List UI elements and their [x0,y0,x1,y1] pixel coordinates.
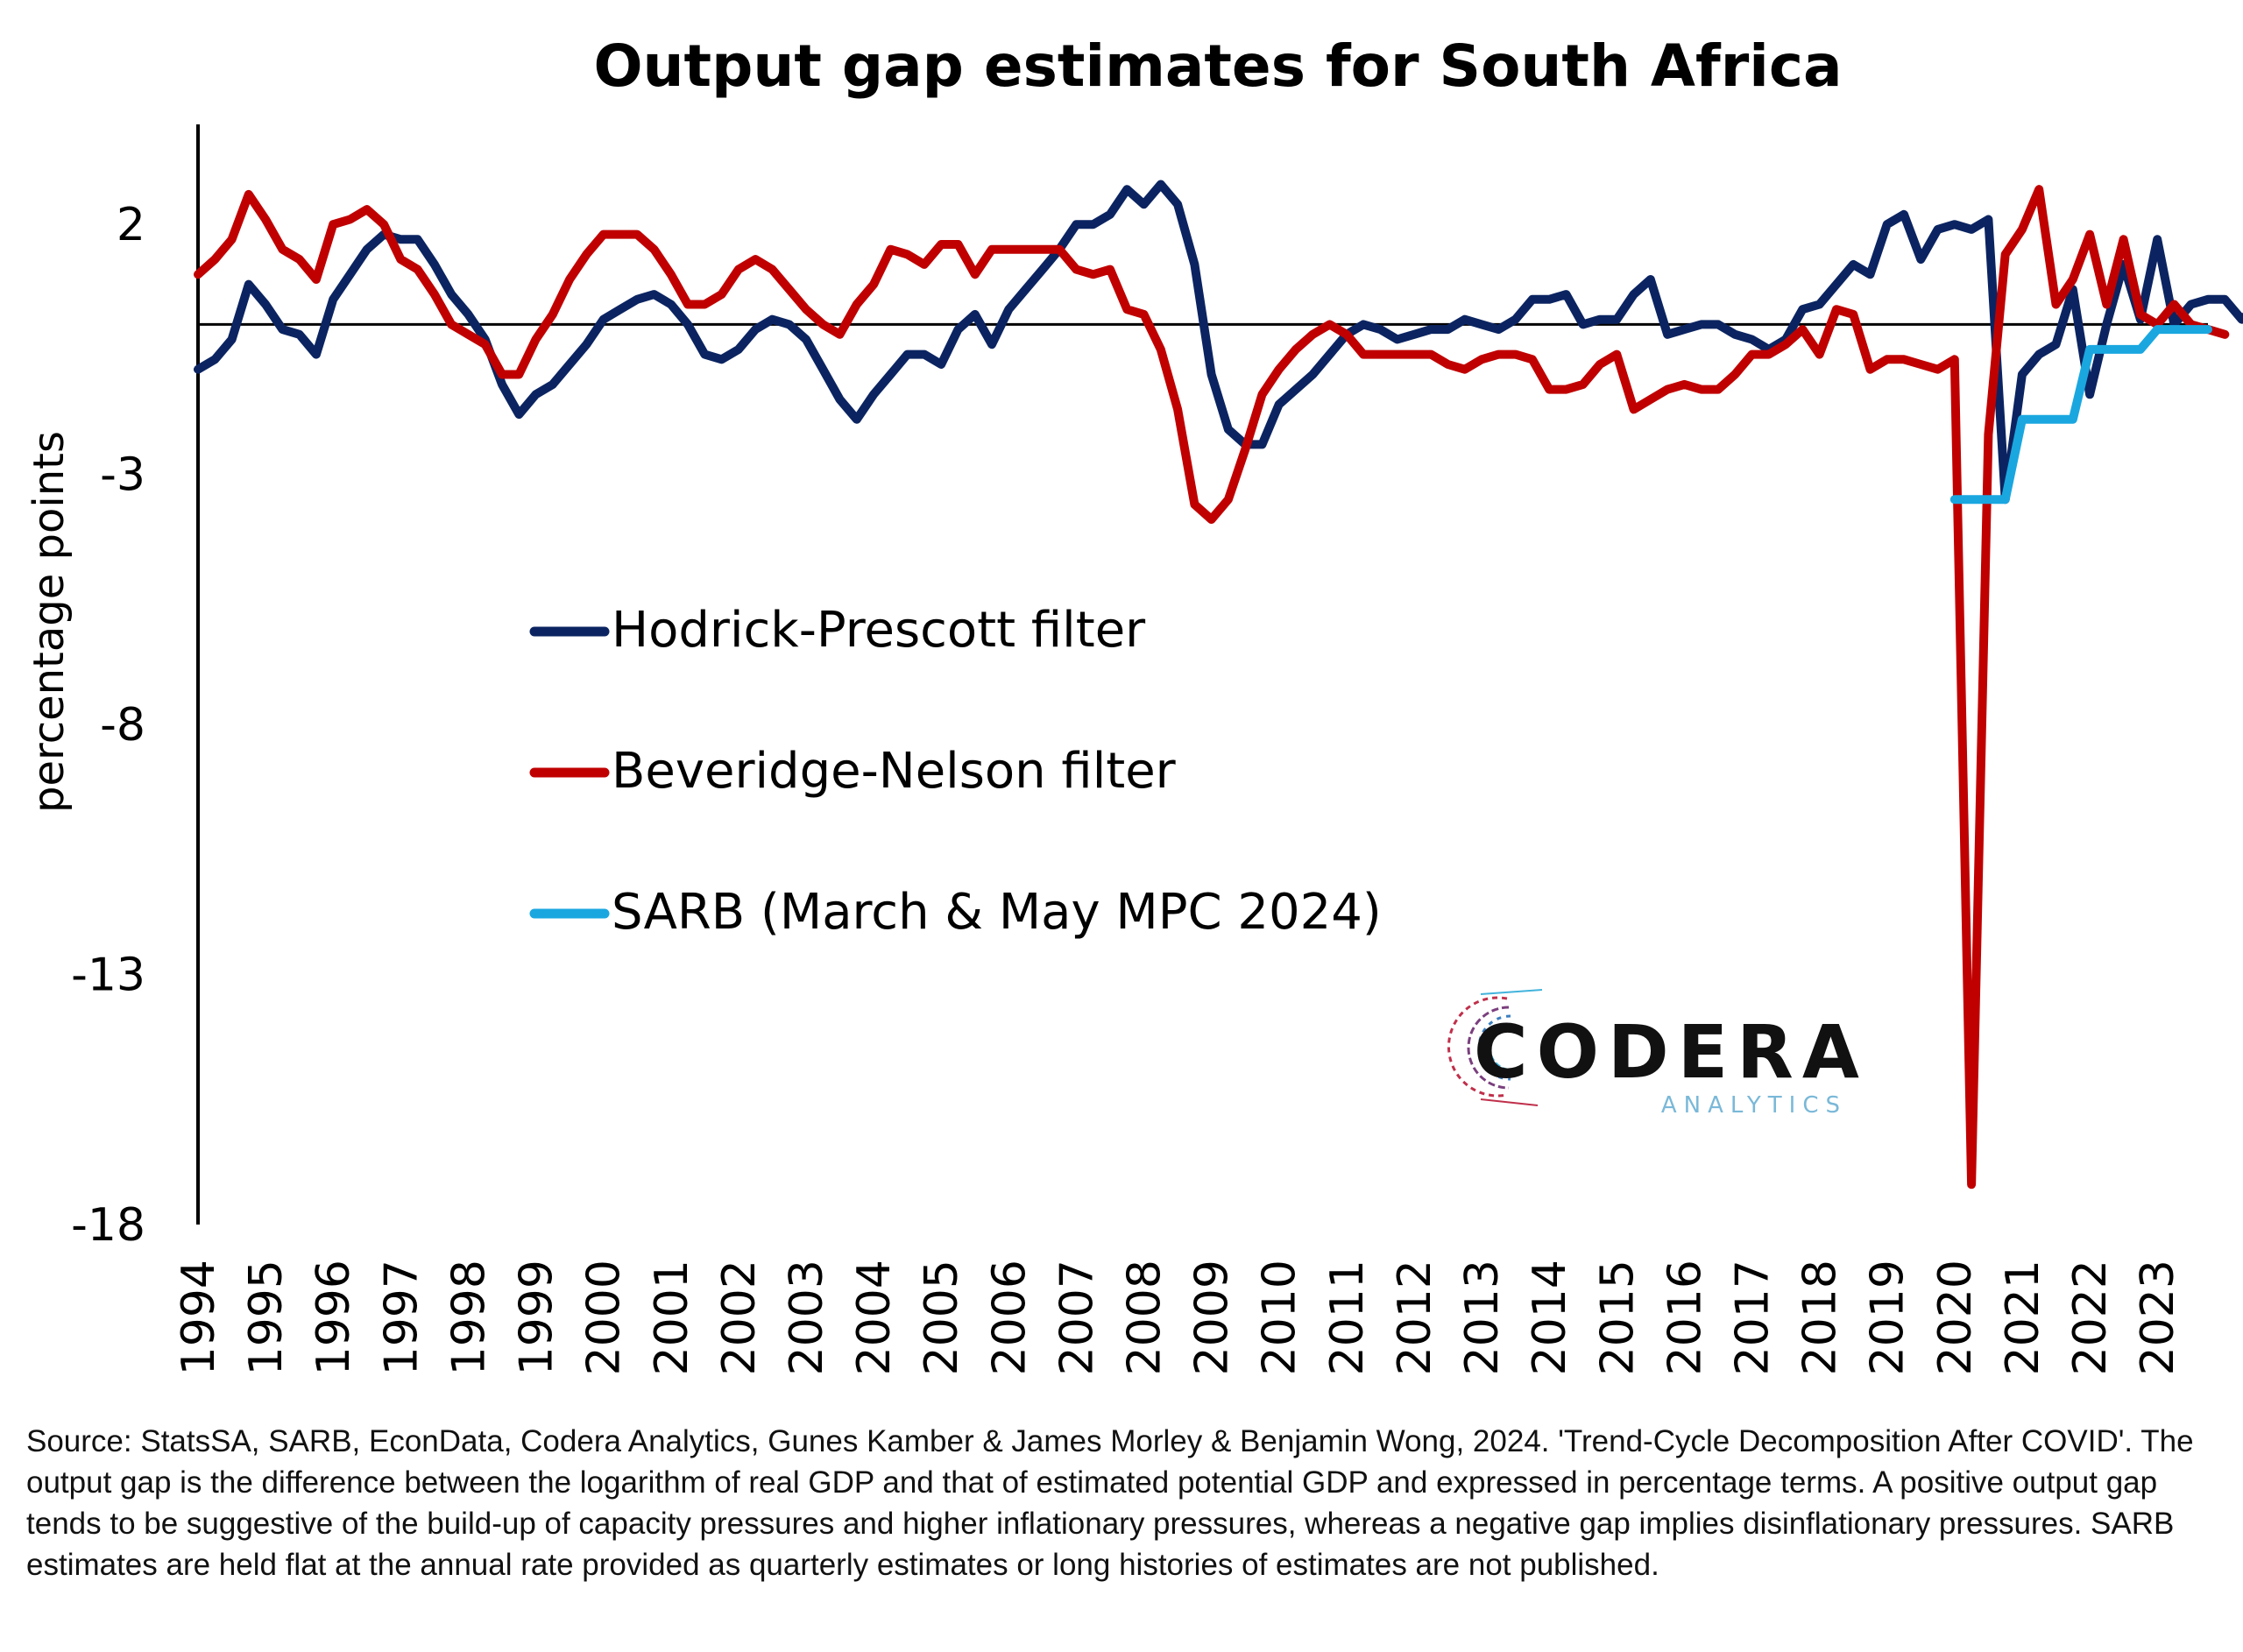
x-tick-label: 2002 [713,1260,766,1375]
x-tick-label: 2000 [578,1260,631,1375]
x-tick-label: 2018 [1794,1260,1847,1375]
chart-title: Output gap estimates for South Africa [593,32,1842,100]
y-axis-label: percentage points [25,431,74,813]
x-tick-label: 2003 [781,1260,833,1375]
y-tick-label: -8 [100,699,145,752]
y-tick-label: 2 [117,199,145,251]
y-axis-ticks: 2 -3 -8 -13 -18 [71,199,145,1252]
x-tick-label: 1997 [375,1260,428,1375]
x-tick-label: 2021 [1997,1260,2049,1375]
x-tick-label: 2023 [2132,1260,2184,1375]
hp-filter-line [194,180,2243,505]
x-tick-label: 2009 [1186,1260,1239,1375]
legend-label-bn: Beveridge-Nelson filter [612,743,1177,800]
x-tick-label: 2007 [1051,1260,1103,1375]
source-note: Source: StatsSA, SARB, EconData, Codera … [26,1424,2194,1582]
x-tick-label: 1994 [173,1260,225,1375]
bn-filter-line [194,185,2230,1190]
x-tick-label: 2015 [1591,1260,1644,1375]
y-tick-label: -18 [71,1199,145,1252]
x-axis-ticks: 1994 1995 1996 1997 1998 1999 2000 2001 2002 2003… [173,1260,2184,1375]
x-tick-label: 2008 [1119,1260,1171,1375]
x-tick-label: 2013 [1456,1260,1509,1375]
logo-mark-icon [1447,989,1543,1106]
x-tick-label: 2006 [983,1260,1036,1375]
x-tick-label: 2011 [1321,1260,1374,1375]
codera-logo: CODERA ANALYTICS [1447,989,1868,1119]
x-tick-label: 2020 [1929,1260,1982,1375]
x-tick-label: 2012 [1389,1260,1441,1375]
legend-label-sarb: SARB (March & May MPC 2024) [612,884,1382,941]
x-tick-label: 2014 [1524,1260,1576,1375]
x-tick-label: 2001 [646,1260,698,1375]
legend: Hodrick-Prescott filter Beveridge-Nelson… [529,602,1382,941]
logo-subtitle: ANALYTICS [1661,1092,1847,1119]
x-tick-label: 1999 [511,1260,563,1375]
legend-label-hp: Hodrick-Prescott filter [612,602,1146,659]
y-tick-label: -13 [71,950,145,1002]
x-tick-label: 1996 [308,1260,360,1375]
x-tick-label: 2010 [1254,1260,1306,1375]
x-tick-label: 1998 [442,1260,495,1375]
y-tick-label: -3 [100,449,145,502]
x-tick-label: 2016 [1659,1260,1711,1375]
x-tick-label: 2017 [1727,1260,1780,1375]
x-tick-label: 2005 [916,1260,968,1375]
x-tick-label: 1995 [240,1260,293,1375]
series-lines [194,180,2243,1190]
x-tick-label: 2022 [2064,1260,2117,1375]
sarb-line [1949,325,2212,505]
logo-name: CODERA [1474,1009,1868,1095]
x-tick-label: 2019 [1862,1260,1914,1375]
output-gap-chart: Output gap estimates for South Africa pe… [25,32,2243,1375]
x-tick-label: 2004 [848,1260,901,1375]
